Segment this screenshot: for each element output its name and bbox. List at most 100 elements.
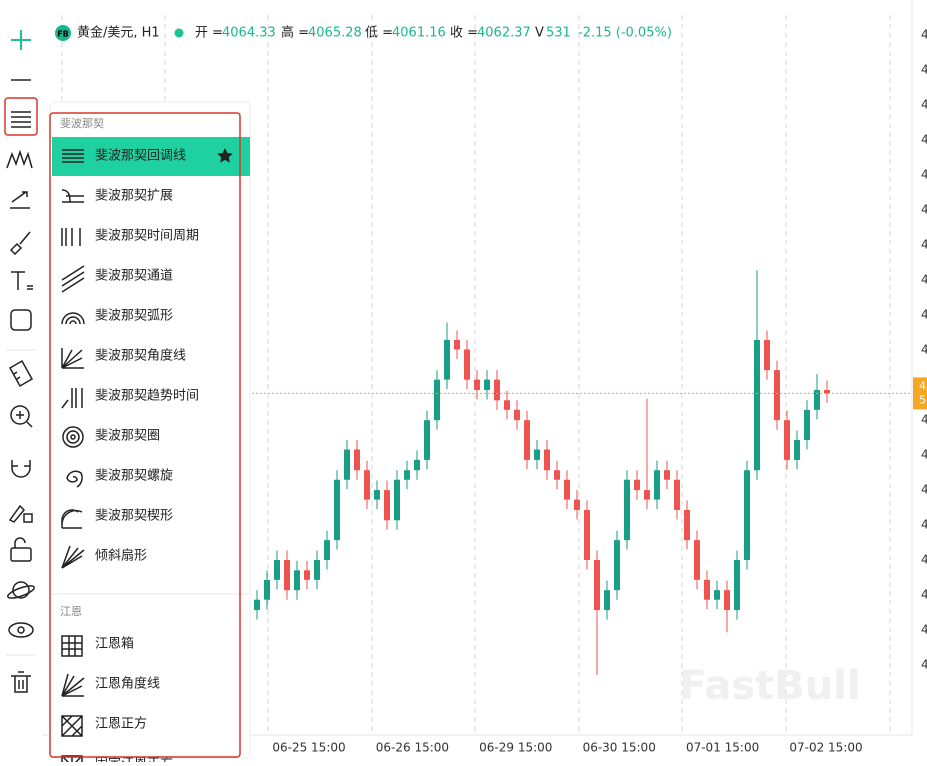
candle-body — [464, 349, 470, 380]
zoom-tool[interactable] — [10, 405, 30, 425]
value: 531 — [546, 26, 571, 41]
candle-body — [634, 479, 640, 491]
candle-body — [734, 559, 740, 611]
eye-pupil — [17, 626, 25, 634]
magnet-tool[interactable] — [11, 460, 31, 478]
forecast-tool[interactable] — [10, 191, 30, 209]
candle-body — [324, 540, 330, 560]
candle-body — [494, 379, 500, 401]
menu-item[interactable]: 江恩正方 — [61, 715, 147, 737]
menu-item-label: 固定江恩正方 — [95, 756, 173, 763]
menu-item-label: 斐波那契通道 — [95, 269, 173, 284]
value: 4065.28 — [308, 26, 362, 41]
menu-item[interactable]: 固定江恩正方 — [61, 755, 173, 766]
candle-body — [374, 490, 380, 500]
candle-body — [434, 379, 440, 421]
candles — [252, 270, 912, 676]
add-tool[interactable] — [11, 30, 31, 50]
x-tick-label: 06-29 15:00 — [479, 741, 552, 755]
watermark: FastBull — [679, 663, 860, 709]
lock-tool[interactable] — [10, 547, 32, 562]
menu-icon — [62, 149, 84, 163]
candle-body — [264, 579, 270, 600]
menu-item-label: 倾斜扇形 — [95, 548, 147, 564]
candle-body — [804, 409, 810, 441]
candle-body — [444, 339, 450, 380]
menu-item[interactable]: 斐波那契弧形 — [61, 309, 173, 325]
favorite-star[interactable] — [217, 148, 233, 163]
candle-body — [484, 379, 490, 390]
pattern-tool[interactable] — [6, 149, 33, 169]
brush-tool[interactable] — [9, 231, 31, 256]
menu-item[interactable]: 斐波那契时间周期 — [61, 228, 199, 246]
toolbar-bg — [0, 0, 42, 762]
time-axis: 06-25 15:00 06-26 15:00 06-29 15:00 06-30 1… — [272, 741, 862, 755]
candle-body — [664, 470, 670, 480]
candle-body — [334, 479, 340, 541]
candle-body — [534, 449, 540, 460]
toolbar — [0, 0, 42, 762]
menu-item-label: 斐波那契时间周期 — [95, 229, 199, 244]
candle-body — [614, 540, 620, 591]
candle-body — [554, 470, 560, 480]
menu-icon — [61, 715, 83, 737]
menu-icon — [62, 426, 84, 448]
candle-body — [674, 479, 680, 510]
visibility-tool[interactable] — [12, 581, 30, 599]
candle-body — [254, 599, 260, 611]
y-tick-label: 4 — [921, 28, 927, 42]
menu-item-label: 斐波那契弧形 — [95, 309, 173, 324]
label: 开 = — [195, 26, 223, 41]
ruler-tool[interactable] — [8, 359, 34, 388]
menu-item[interactable]: 斐波那契回调线 — [52, 137, 250, 176]
candle-body — [574, 499, 580, 510]
menu-icon — [61, 228, 81, 246]
menu-item[interactable]: 斐波那契趋势时间 — [61, 388, 199, 409]
candle-body — [454, 339, 460, 350]
candle-body — [684, 509, 690, 541]
menu-item[interactable]: 斐波那契螺旋 — [66, 469, 173, 488]
y-tick-label: 4 — [921, 63, 927, 77]
x-tick-label: 07-02 15:00 — [789, 741, 862, 755]
menu-icon — [61, 673, 85, 697]
menu-item[interactable]: 江恩箱 — [61, 635, 134, 657]
header: FB 黄金/美元, H1 开 = 4064.33 高 = 4065.28 低 =… — [55, 25, 672, 41]
menu-item[interactable]: 斐波那契角度线 — [61, 348, 186, 369]
menu-item-label: 斐波那契楔形 — [95, 509, 173, 524]
text-tool[interactable] — [11, 271, 33, 290]
candle-body — [704, 579, 710, 600]
delete-tool[interactable] — [11, 671, 31, 693]
candle-body — [744, 470, 750, 560]
x-tick-label: 06-26 15:00 — [376, 741, 449, 755]
candle-body — [404, 470, 410, 480]
menu-item[interactable]: 江恩角度线 — [61, 673, 160, 697]
menu-item-label: 斐波那契圈 — [95, 429, 160, 444]
eye-tool[interactable] — [8, 622, 34, 638]
menu-item[interactable]: 斐波那契扩展 — [61, 189, 173, 204]
value: 4062.37 — [477, 26, 531, 41]
candle-body — [384, 490, 390, 521]
candle-body — [504, 400, 510, 410]
label: 低 = — [365, 26, 393, 41]
lock-draw-tool[interactable] — [8, 504, 33, 523]
fib-tool[interactable] — [11, 111, 31, 128]
emoji-tool[interactable] — [10, 309, 32, 331]
candle-body — [724, 590, 730, 611]
menu-item[interactable]: 斐波那契通道 — [61, 265, 173, 293]
y-tick-label: 4 — [921, 623, 927, 637]
y-tick-label: 4 — [921, 203, 927, 217]
candle-body — [584, 509, 590, 560]
menu-icon — [61, 312, 85, 325]
menu-icon — [61, 388, 83, 409]
selected-bg — [52, 137, 250, 176]
status-dot — [174, 28, 184, 38]
y-tick-label: 4 — [921, 308, 927, 322]
lock-shackle — [14, 537, 26, 548]
section-title: 江恩 — [60, 605, 82, 618]
menu-item[interactable]: 倾斜扇形 — [61, 545, 147, 569]
menu-item[interactable]: 斐波那契圈 — [62, 426, 160, 448]
menu-item[interactable]: 斐波那契楔形 — [61, 509, 173, 529]
y-tick-label: 4 — [921, 133, 927, 147]
candle-body — [624, 479, 630, 541]
y-tick-label: 4 — [921, 413, 927, 427]
